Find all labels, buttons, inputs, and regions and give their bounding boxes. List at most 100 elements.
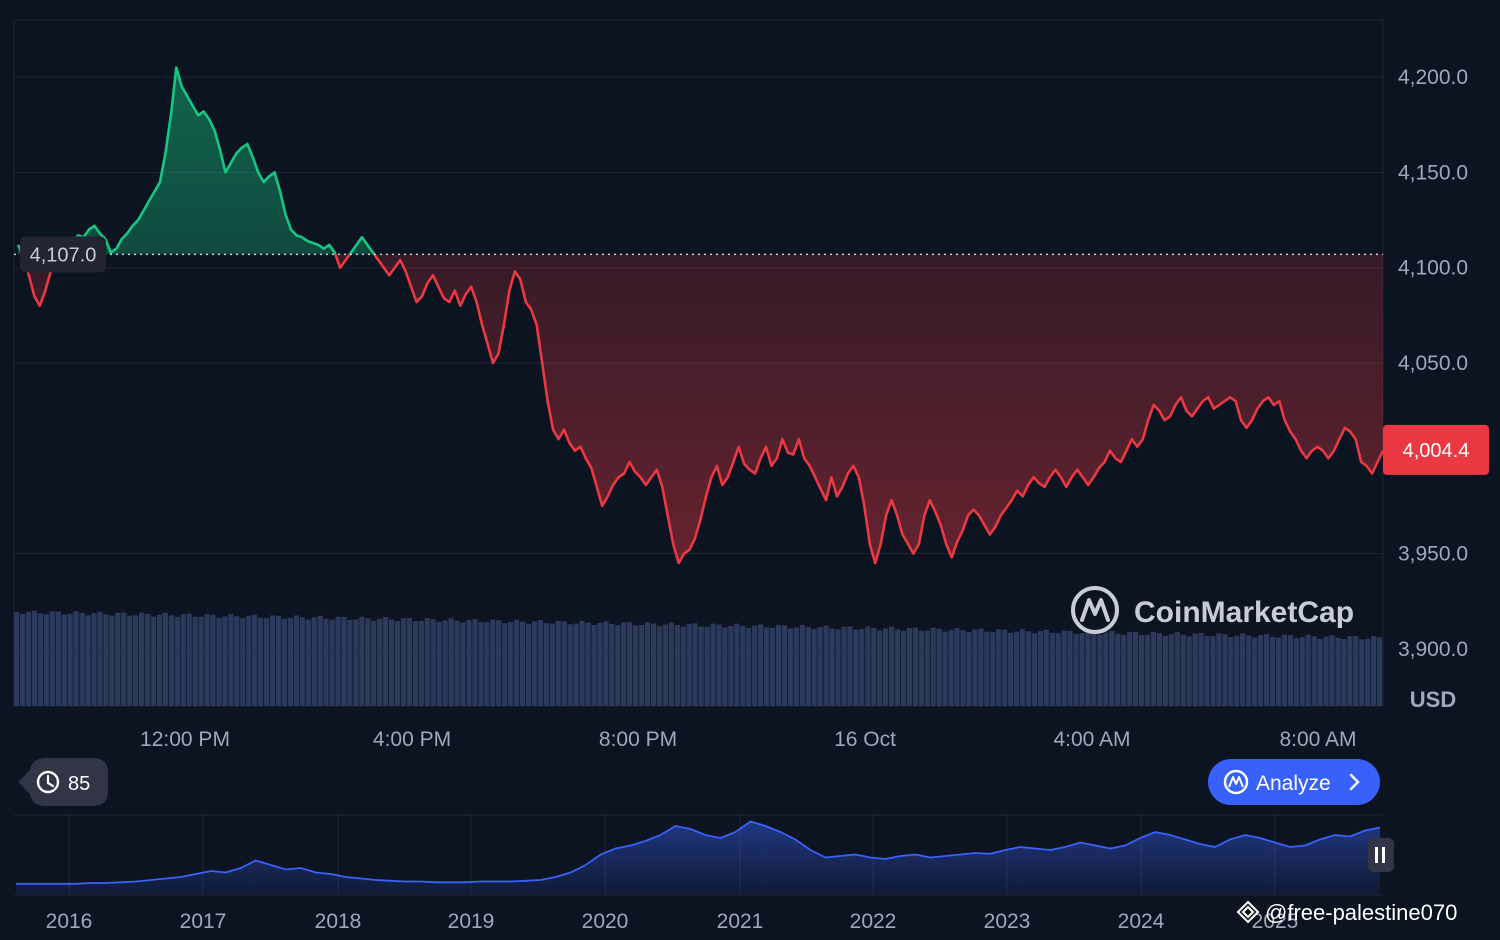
volume-bar [490,619,496,706]
volume-bar [668,622,674,706]
volume-bar [210,614,216,706]
volume-bar [1055,633,1061,706]
volume-bar [722,627,728,706]
volume-bar [198,616,204,706]
volume-bar [91,613,97,706]
volume-bar [1103,632,1109,706]
y-tick-label: 3,950.0 [1398,543,1468,566]
volume-bar [1031,633,1037,706]
volume-bar [1305,634,1311,706]
volume-bar [258,617,264,706]
volume-bar [466,619,472,706]
volume-bar [180,614,186,706]
volume-bar [764,627,770,706]
volume-bar [162,612,168,706]
volume-bar [478,622,484,706]
overview-year-label: 2018 [315,910,362,933]
volume-bar [573,623,579,706]
volume-bar [67,613,73,706]
volume-bar [1139,635,1145,706]
volume-bar [323,618,329,706]
history-badge[interactable]: 85 [18,758,108,806]
volume-bar [930,627,936,706]
volume-bar [240,618,246,706]
volume-bar [222,616,228,706]
volume-bar [710,623,716,706]
volume-bar [960,630,966,706]
volume-bar [1133,631,1139,706]
volume-bar [287,617,293,706]
volume-bar [686,623,692,706]
overview-chart[interactable]: 2016 2017 2018 2019 2020 2021 2022 2023 2024 2025 [14,814,1383,933]
volume-bar [1371,636,1377,706]
volume-bar [829,628,835,706]
volume-bar [234,616,240,706]
user-watermark: @free-palestine070 [1236,900,1457,925]
volume-bar [389,619,395,706]
history-icon [36,770,60,794]
x-tick-label: 4:00 AM [1053,728,1130,751]
volume-bar [954,627,960,706]
volume-bar [383,617,389,706]
volume-bar [793,627,799,706]
volume-bar [1168,634,1174,706]
volume-bar [448,618,454,706]
volume-bar [168,615,174,706]
analyze-button[interactable]: Analyze [1208,759,1380,805]
y-tick-label: 4,100.0 [1398,257,1468,280]
volume-bar [621,622,627,706]
volume-bar [519,621,526,706]
volume-bar [948,630,954,706]
overview-year-label: 2016 [46,910,93,933]
reference-price-label: 4,107.0 [20,236,106,273]
volume-bar [1002,629,1008,706]
overview-year-label: 2025 [1252,910,1299,933]
volume-bar [597,622,603,706]
volume-bar [20,614,26,706]
volume-bar [496,620,502,706]
volume-bar [1192,633,1198,706]
volume-bar [1186,636,1192,706]
volume-bar [144,613,151,706]
volume-bar [37,613,43,706]
volume-bar [1180,634,1186,706]
volume-bar [894,629,901,706]
overview-area [16,821,1380,895]
volume-bar [811,629,817,706]
volume-bar [1121,634,1127,706]
volume-bar [305,619,311,706]
y-tick-label: 4,150.0 [1398,161,1468,184]
volume-bar [615,625,621,706]
volume-bar [1269,637,1276,706]
volume-bar [531,621,537,706]
price-line-down [21,254,1385,565]
watermark-text: @free-palestine070 [1265,900,1457,925]
volume-bar [555,621,561,706]
pause-handle[interactable] [1368,838,1394,872]
volume-bar [1365,638,1371,706]
binance-logo-icon [1236,900,1260,924]
volume-bar [508,622,514,706]
volume-bar [841,626,847,706]
volume-bar [1073,633,1079,706]
volume-bar [127,615,133,706]
volume-bar [835,629,841,706]
volume-bar [186,613,192,706]
volume-bar [1329,635,1335,706]
volume-bar [627,622,633,706]
history-count: 85 [68,773,90,795]
volume-bar [514,619,520,706]
volume-bar [1317,638,1323,706]
overview-series-line [16,820,1381,885]
overview-year-label: 2021 [717,910,764,933]
volume-bar [1341,639,1347,706]
volume-bar [1258,635,1264,706]
volume-bar [859,629,865,706]
brand-watermark: CoinMarketCap [1071,586,1354,634]
volume-bar [269,615,276,706]
volume-bar [347,620,353,706]
current-price-text: 4,004.4 [1403,440,1470,462]
volume-bar [204,614,210,706]
volume-bar [567,624,573,706]
